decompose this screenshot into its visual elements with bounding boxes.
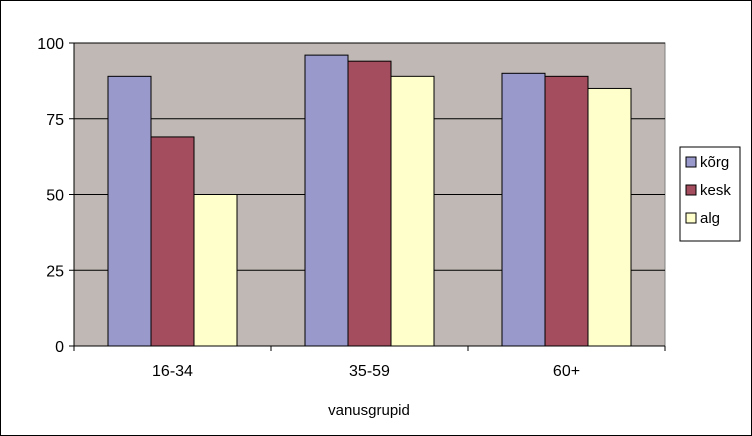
- y-tick-label: 50: [46, 188, 64, 205]
- legend-swatch-kõrg: [685, 156, 697, 168]
- bar-kõrg-60+: [501, 72, 546, 347]
- x-axis-title: vanusgrupid: [328, 402, 410, 419]
- bar-alg-35-59: [390, 75, 435, 347]
- x-tick-label: 60+: [553, 363, 580, 380]
- bar-kõrg-35-59: [304, 54, 349, 347]
- bar-kõrg-16-34: [107, 75, 152, 347]
- y-tick-label: 100: [37, 36, 64, 53]
- y-axis-ticks: 0 25 50 75 100: [37, 36, 74, 356]
- y-tick-label: 25: [46, 263, 64, 280]
- x-tick-label: 35-59: [349, 363, 390, 380]
- legend-swatch-alg: [685, 212, 697, 224]
- x-tick-label: 16-34: [152, 363, 193, 380]
- legend-swatch-kesk: [685, 184, 697, 196]
- bar-kesk-60+: [544, 75, 589, 347]
- legend: kõrg kesk alg: [679, 146, 741, 242]
- bar-alg-60+: [587, 87, 632, 347]
- x-axis-ticks: 16-34 35-59 60+: [73, 346, 666, 380]
- legend-label-alg: alg: [700, 210, 720, 227]
- bars: [107, 54, 632, 347]
- bar-alg-16-34: [193, 194, 238, 347]
- bar-kesk-16-34: [150, 136, 195, 347]
- y-tick-label: 75: [46, 112, 64, 129]
- y-tick-label: 0: [55, 339, 64, 356]
- legend-label-kesk: kesk: [700, 182, 731, 199]
- bar-kesk-35-59: [347, 60, 392, 347]
- legend-label-kõrg: kõrg: [700, 154, 729, 171]
